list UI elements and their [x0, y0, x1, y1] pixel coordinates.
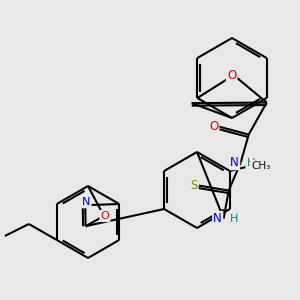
Text: N: N — [213, 212, 222, 225]
Text: S: S — [190, 179, 197, 192]
Text: O: O — [100, 211, 109, 221]
Text: O: O — [227, 69, 236, 82]
Text: CH₃: CH₃ — [251, 161, 271, 171]
Text: O: O — [209, 120, 218, 133]
Text: N: N — [230, 156, 239, 169]
Text: N: N — [82, 197, 90, 207]
Text: H: H — [230, 214, 238, 224]
Text: H: H — [247, 158, 255, 168]
